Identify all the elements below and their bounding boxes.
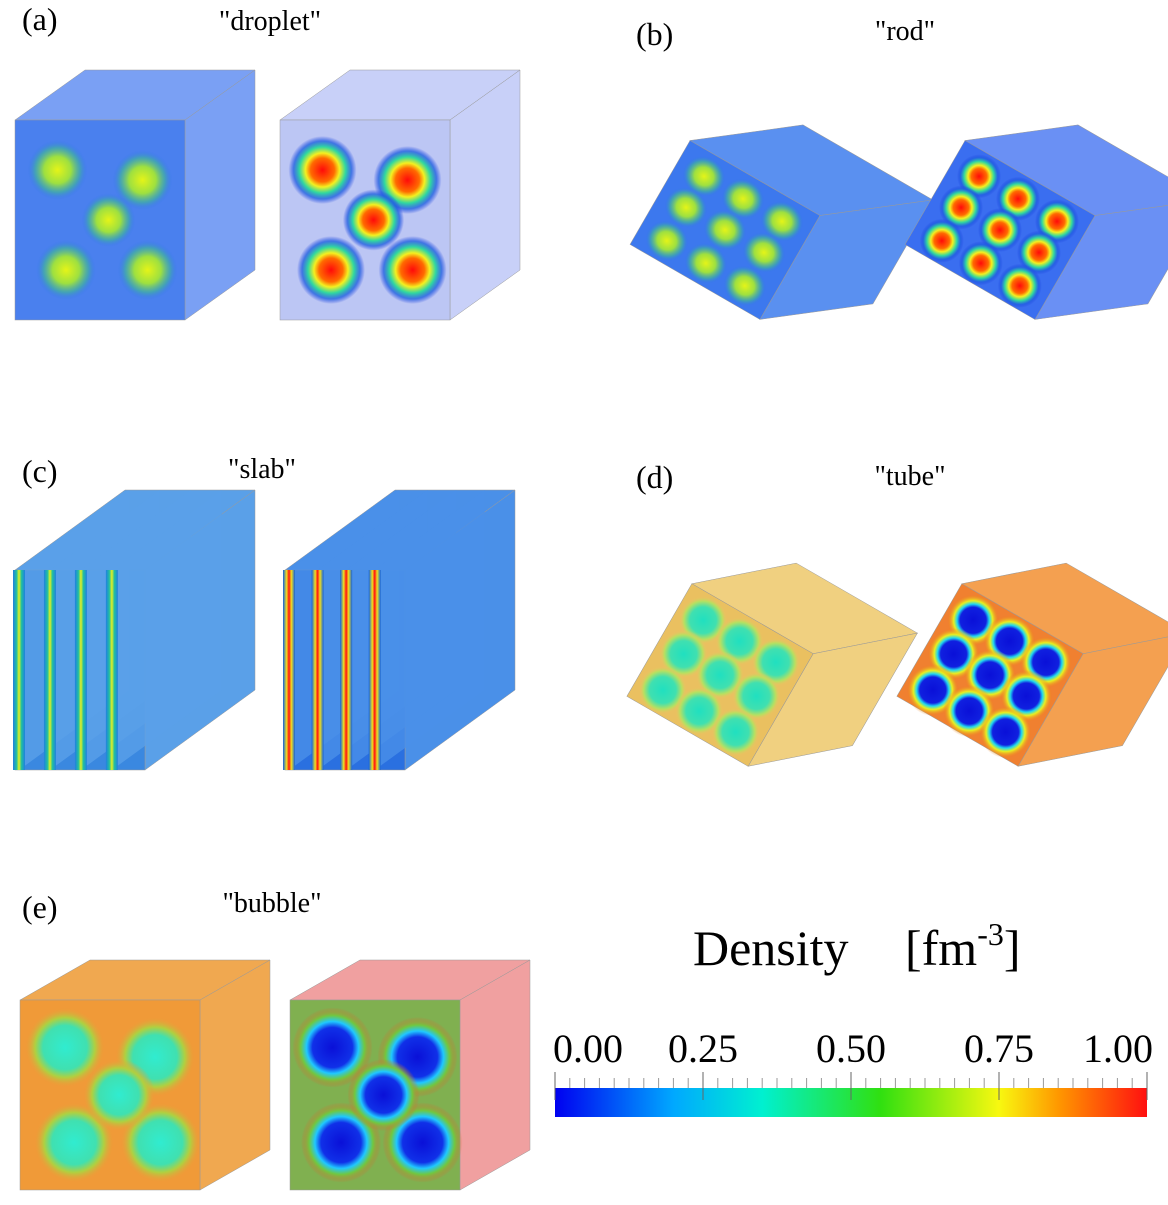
cube-rendering: [280, 70, 520, 320]
slab-edge: [369, 570, 381, 770]
slab-edge: [106, 570, 118, 770]
panel-label: (c): [22, 453, 58, 489]
colorbar-unit: [fm-3]: [905, 916, 1021, 976]
blob: [297, 236, 365, 304]
cube-rendering: [13, 490, 255, 770]
colorbar-title: Density: [693, 920, 849, 976]
slab-edge: [44, 570, 56, 770]
cube-rendering: [896, 523, 1168, 808]
slab-edge: [283, 570, 295, 770]
blob: [28, 140, 88, 200]
colorbar: Density [fm-3] 0.00 0.25 0.50 0.75 1.00: [553, 916, 1153, 1117]
cube-rendering: [283, 490, 515, 770]
blob: [82, 193, 136, 247]
tick-label: 0.75: [964, 1026, 1034, 1071]
blob: [36, 240, 96, 300]
unit-exponent: -3: [977, 916, 1004, 952]
cube-rendering: [630, 80, 933, 365]
panel-title: "rod": [875, 16, 935, 47]
slab-edge: [312, 570, 324, 770]
blob: [289, 136, 357, 204]
panel-title: "bubble": [222, 888, 321, 919]
blob: [343, 189, 404, 250]
cube-rendering: [905, 80, 1168, 365]
panel-title: "slab": [228, 454, 296, 485]
panel-title: "droplet": [219, 6, 321, 37]
panel-label: (a): [22, 1, 58, 37]
panel-label: (b): [636, 16, 673, 52]
cube-rendering: [15, 70, 255, 320]
panel-label: (d): [636, 459, 673, 495]
unit-base: [fm: [905, 920, 977, 976]
tick-label: 0.00: [553, 1026, 623, 1071]
cube-rendering: [20, 960, 270, 1190]
slab-edge: [13, 570, 25, 770]
slab-edge: [340, 570, 352, 770]
unit-close: ]: [1004, 920, 1021, 976]
slab-edge: [75, 570, 87, 770]
figure: (a) "droplet" (b) "rod" (c) "slab" (d) "tube" (e…: [0, 0, 1168, 1205]
cube-rendering: [627, 523, 918, 807]
cube-side: [460, 960, 530, 1190]
tick-label: 0.25: [668, 1026, 738, 1071]
panel-label: (e): [22, 889, 58, 925]
blob: [83, 1059, 155, 1131]
cube-rendering: [290, 960, 530, 1190]
panel-title: "tube": [874, 461, 945, 492]
tick-label: 0.50: [816, 1026, 886, 1071]
blob: [118, 240, 178, 300]
blob: [348, 1059, 420, 1131]
cube-side: [200, 960, 270, 1190]
renderings: [13, 70, 1168, 1190]
tick-label: 1.00: [1083, 1026, 1153, 1071]
